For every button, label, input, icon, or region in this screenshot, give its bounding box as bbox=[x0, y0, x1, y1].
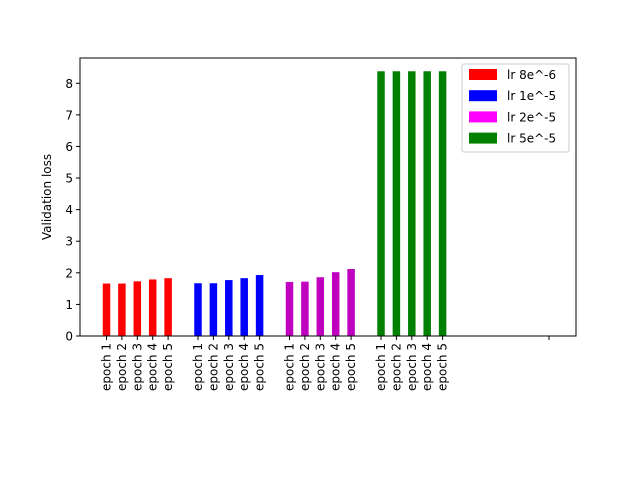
x-tick-label-s0-3: epoch 4 bbox=[146, 343, 160, 391]
x-tick-label-s3-0: epoch 1 bbox=[374, 343, 388, 391]
bar-s0-1 bbox=[118, 283, 126, 336]
legend-frame bbox=[461, 63, 570, 153]
x-tick-label-s2-1: epoch 2 bbox=[298, 343, 312, 391]
x-tick-label-s2-3: epoch 4 bbox=[329, 343, 343, 391]
y-tick-label-1: 1 bbox=[65, 298, 73, 312]
y-tick-label-0: 0 bbox=[65, 330, 73, 344]
plot-frame bbox=[79, 57, 577, 337]
x-tick-label-s0-2: epoch 3 bbox=[130, 343, 144, 391]
bars-group bbox=[102, 71, 447, 336]
legend-swatch-0 bbox=[469, 69, 497, 80]
y-tick-label-3: 3 bbox=[65, 235, 73, 249]
x-tick-label-s3-1: epoch 2 bbox=[389, 343, 403, 391]
y-tick-label-2: 2 bbox=[65, 266, 73, 280]
legend-label-1: lr 1e^-5 bbox=[507, 89, 556, 103]
legend-label-2: lr 2e^-5 bbox=[507, 110, 556, 124]
x-tick-label-s3-3: epoch 4 bbox=[420, 343, 434, 391]
y-axis: 0 1 2 3 4 5 6 7 8 bbox=[65, 77, 80, 344]
bar-s0-2 bbox=[133, 281, 142, 336]
legend-swatch-2 bbox=[469, 111, 497, 123]
x-tick-label-s3-4: epoch 5 bbox=[436, 343, 450, 391]
x-tick-label-s2-2: epoch 3 bbox=[313, 343, 327, 391]
x-tick-label-s3-2: epoch 3 bbox=[405, 343, 419, 391]
legend-label-3: lr 5e^-5 bbox=[507, 132, 556, 146]
y-tick-label-6: 6 bbox=[65, 140, 73, 154]
x-tick-label-s0-4: epoch 5 bbox=[161, 343, 175, 391]
bar-s3-4 bbox=[438, 71, 447, 336]
x-tick-label-s0-1: epoch 2 bbox=[115, 343, 129, 391]
bar-s2-1 bbox=[301, 281, 309, 336]
legend-label-0: lr 8e^-6 bbox=[507, 68, 556, 82]
bar-s2-3 bbox=[331, 272, 340, 336]
bar-s3-2 bbox=[408, 71, 416, 336]
x-tick-label-s1-3: epoch 4 bbox=[237, 343, 251, 391]
bar-s2-0 bbox=[285, 281, 294, 336]
x-tick-label-s2-0: epoch 1 bbox=[283, 343, 297, 391]
bar-s0-4 bbox=[164, 278, 172, 336]
bar-s1-2 bbox=[225, 280, 233, 336]
y-tick-label-4: 4 bbox=[65, 203, 73, 217]
y-tick-label-7: 7 bbox=[65, 108, 73, 122]
bar-s1-4 bbox=[255, 275, 264, 336]
legend-swatch-1 bbox=[469, 90, 497, 102]
x-tick-label-s1-1: epoch 2 bbox=[206, 343, 220, 391]
bar-s0-0 bbox=[102, 283, 111, 336]
y-tick-label-5: 5 bbox=[65, 172, 73, 186]
y-axis-label: Validation loss bbox=[40, 154, 54, 240]
bar-s3-1 bbox=[392, 71, 401, 336]
x-tick-label-s1-0: epoch 1 bbox=[191, 343, 205, 391]
x-tick-label-s1-4: epoch 5 bbox=[253, 343, 267, 391]
x-axis: epoch 1 epoch 2 epoch 3 epoch 4 epoch 5 epoch… bbox=[100, 336, 550, 391]
x-tick-label-s2-4: epoch 5 bbox=[344, 343, 358, 391]
bar-s1-1 bbox=[209, 283, 218, 336]
x-tick-label-s1-2: epoch 3 bbox=[222, 343, 236, 391]
legend: lr 8e^-6 lr 1e^-5 lr 2e^-5 lr 5e^-5 bbox=[461, 63, 570, 153]
x-tick-label-s0-0: epoch 1 bbox=[100, 343, 114, 391]
bar-s2-2 bbox=[316, 277, 325, 336]
bar-s2-4 bbox=[347, 269, 355, 336]
bar-s1-3 bbox=[240, 278, 248, 336]
bar-s0-3 bbox=[148, 279, 157, 336]
bar-s3-0 bbox=[377, 71, 385, 336]
bar-s3-3 bbox=[423, 71, 431, 336]
y-tick-label-8: 8 bbox=[65, 77, 73, 91]
legend-swatch-3 bbox=[469, 132, 497, 144]
bar-s1-0 bbox=[194, 283, 202, 336]
